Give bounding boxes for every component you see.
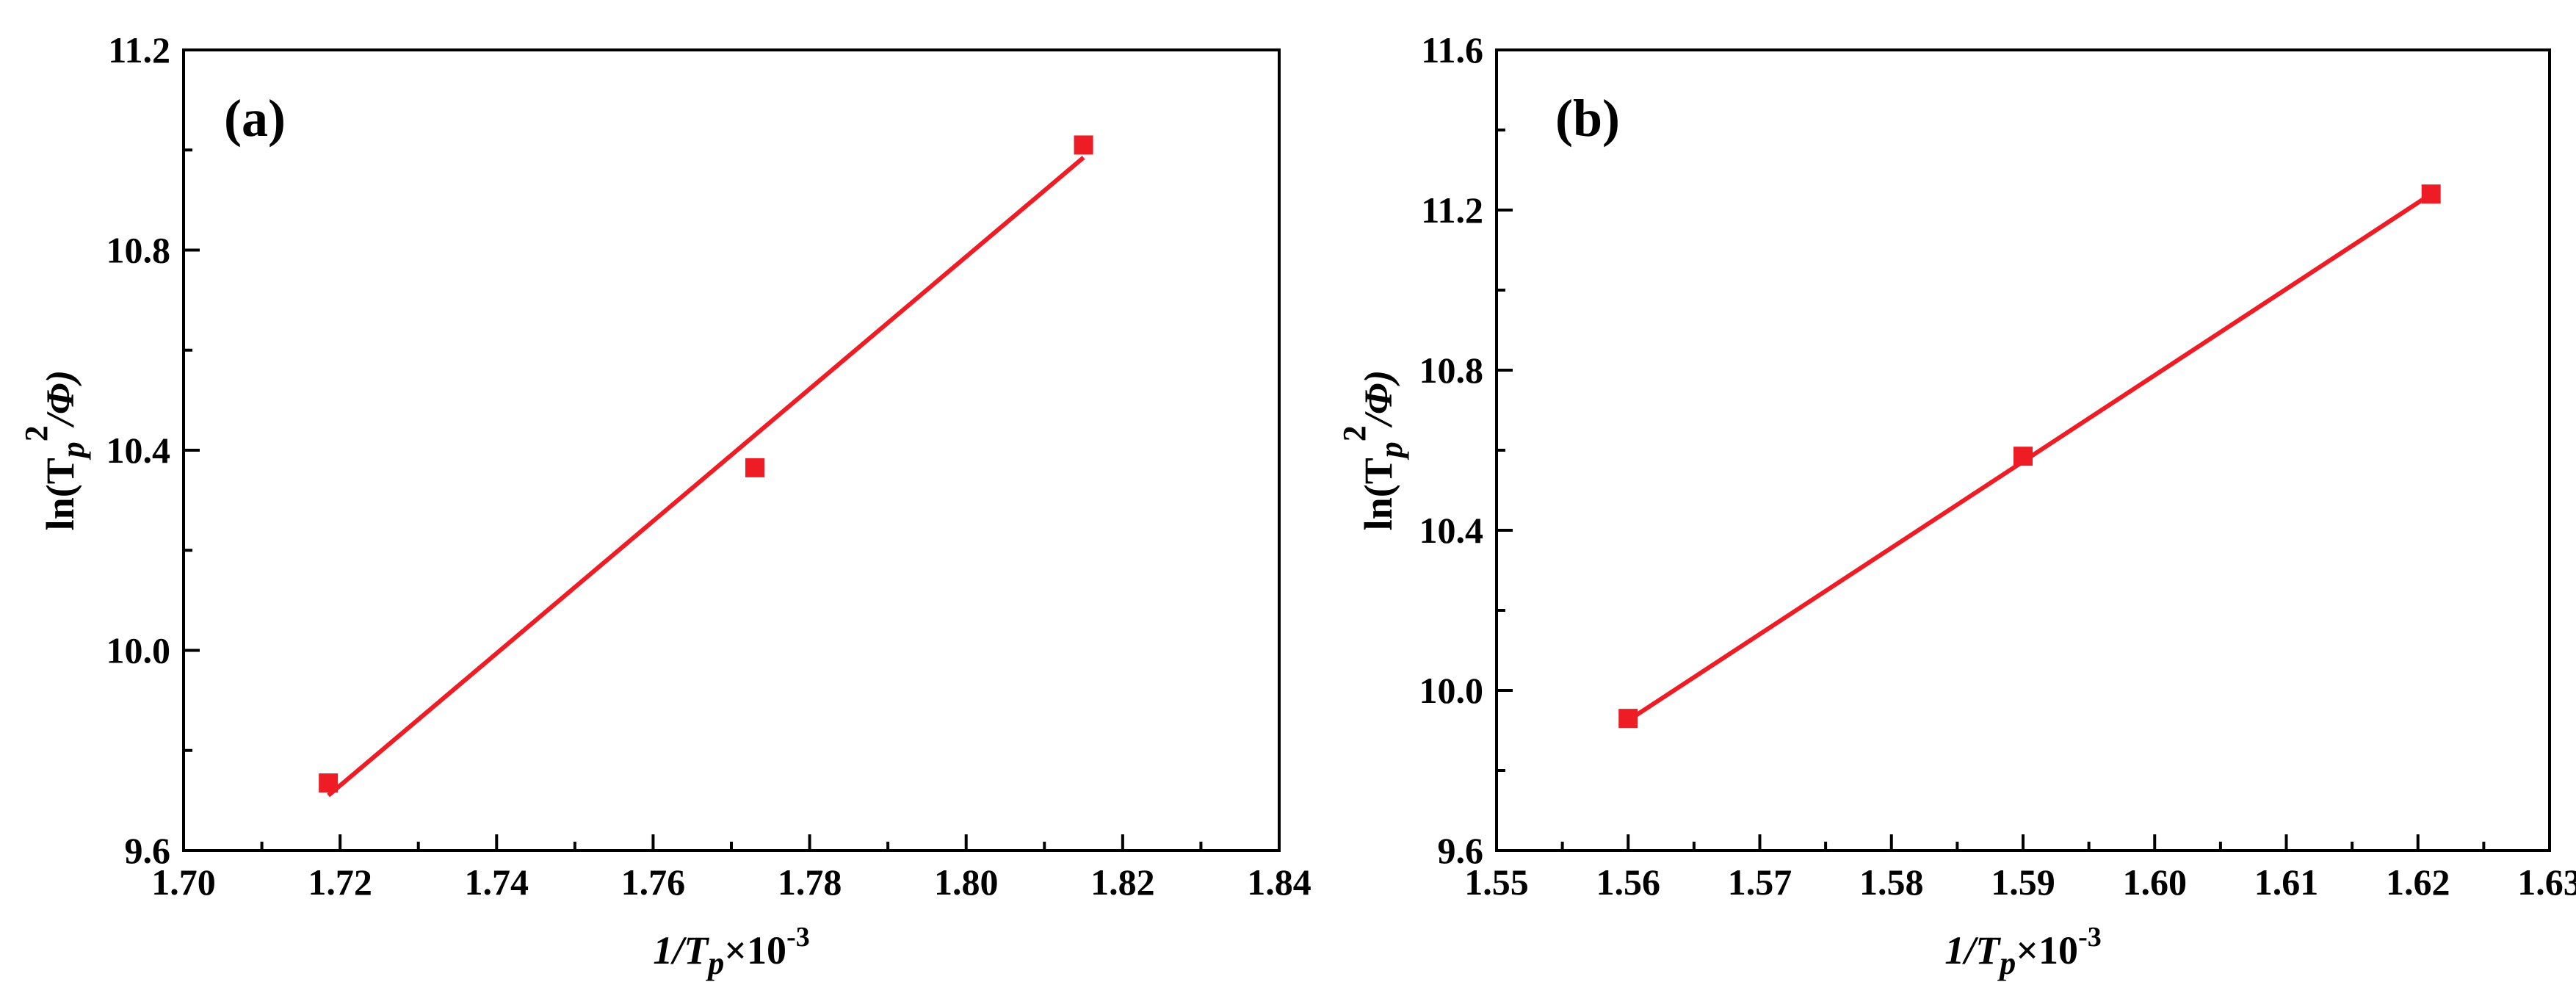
- panel-b-x-axis-title-suffix: ×10: [2016, 928, 2078, 972]
- panel-a-data-point-1: [319, 773, 339, 793]
- panel-b: 1.55 1.56 1.57 1.58 1.59 1.60 1.61 1.62 1.63 9.6 1…: [1336, 29, 2576, 981]
- y-tick-label: 10.8: [106, 230, 171, 271]
- panel-b-marks: [1618, 184, 2441, 729]
- panel-b-x-axis-title: 1/Tp×10-3: [1944, 922, 2101, 981]
- x-tick-label: 1.60: [2123, 862, 2188, 903]
- y-tick-label: 11.2: [108, 29, 170, 71]
- x-tick-label: 1.74: [465, 862, 529, 903]
- panel-a-tick-labels: 1.70 1.72 1.74 1.76 1.78 1.80 1.82 1.84 9.6 10.0 1…: [106, 29, 1311, 903]
- panel-b-y-axis-title-prefix: ln(T: [1356, 458, 1400, 530]
- x-tick-label: 1.72: [308, 862, 372, 903]
- panel-b-x-axis-title-sub: p: [1997, 945, 2016, 981]
- x-tick-label: 1.58: [1859, 862, 1924, 903]
- panel-b-y-axis-title-sub: p: [1373, 441, 1409, 461]
- y-tick-label: 10.8: [1419, 350, 1484, 391]
- y-tick-label: 10.4: [1419, 510, 1484, 551]
- panel-b-y-axis-title-suffix: /Φ): [1356, 370, 1400, 429]
- y-tick-label: 10.4: [106, 430, 171, 471]
- panel-a: 1.70 1.72 1.74 1.76 1.78 1.80 1.82 1.84 9.6 10.0 1…: [18, 29, 1311, 981]
- y-tick-label: 10.0: [1419, 670, 1484, 711]
- panel-a-label: (a): [224, 89, 286, 148]
- panel-a-data-point-2: [745, 458, 764, 477]
- x-tick-label: 1.57: [1728, 862, 1792, 903]
- panel-b-data-point-3: [2421, 184, 2441, 204]
- y-tick-label: 11.6: [1421, 29, 1483, 71]
- x-tick-label: 1.82: [1090, 862, 1155, 903]
- x-tick-label: 1.63: [2517, 862, 2576, 903]
- panel-b-tick-labels: 1.55 1.56 1.57 1.58 1.59 1.60 1.61 1.62 1.63 9.6 1…: [1419, 29, 2576, 903]
- panel-b-ticks: [1495, 48, 2551, 852]
- panel-a-x-axis-title-main: 1/T: [653, 928, 709, 972]
- panel-a-y-axis-title-suffix: /Φ): [38, 370, 82, 429]
- panel-b-y-axis-title-sup: 2: [1336, 425, 1372, 441]
- panel-a-y-axis-title-prefix: ln(T: [38, 458, 82, 530]
- x-tick-label: 1.61: [2254, 862, 2319, 903]
- panel-b-data-point-2: [2014, 447, 2033, 466]
- x-tick-label: 1.59: [1991, 862, 2055, 903]
- x-tick-label: 1.76: [621, 862, 686, 903]
- panel-a-y-axis-title-sup: 2: [18, 425, 54, 441]
- panel-b-label: (b): [1555, 89, 1620, 148]
- y-tick-label: 9.6: [125, 830, 171, 871]
- panel-a-ticks: [182, 48, 1281, 852]
- panel-a-x-axis-title-sup: -3: [786, 922, 810, 953]
- panel-a-plot-frame: [182, 48, 1281, 852]
- panel-b-y-axis-title: ln(Tp2/Φ): [1336, 370, 1409, 531]
- x-tick-label: 1.62: [2386, 862, 2450, 903]
- x-tick-label: 1.56: [1596, 862, 1661, 903]
- x-tick-label: 1.84: [1247, 862, 1311, 903]
- panel-b-data-point-1: [1618, 709, 1638, 729]
- panel-a-x-axis-title-sub: p: [705, 945, 724, 981]
- panel-a-fit-line: [327, 156, 1085, 798]
- y-tick-label: 10.0: [106, 630, 171, 671]
- panel-a-x-axis-title-suffix: ×10: [724, 928, 786, 972]
- x-tick-label: 1.55: [1464, 862, 1529, 903]
- panel-a-x-axis-title: 1/Tp×10-3: [653, 922, 809, 981]
- x-tick-label: 1.80: [934, 862, 999, 903]
- x-tick-label: 1.70: [151, 862, 216, 903]
- panel-b-x-axis-title-sup: -3: [2078, 922, 2102, 953]
- x-tick-label: 1.78: [778, 862, 842, 903]
- panel-a-y-axis-title-sub: p: [55, 441, 91, 461]
- y-tick-label: 11.2: [1421, 189, 1483, 231]
- panel-a-marks: [319, 135, 1093, 798]
- panel-a-y-axis-title: ln(Tp2/Φ): [18, 370, 91, 531]
- panel-a-data-point-3: [1074, 135, 1093, 155]
- panel-b-x-axis-title-main: 1/T: [1944, 928, 2001, 972]
- y-tick-label: 9.6: [1438, 830, 1484, 871]
